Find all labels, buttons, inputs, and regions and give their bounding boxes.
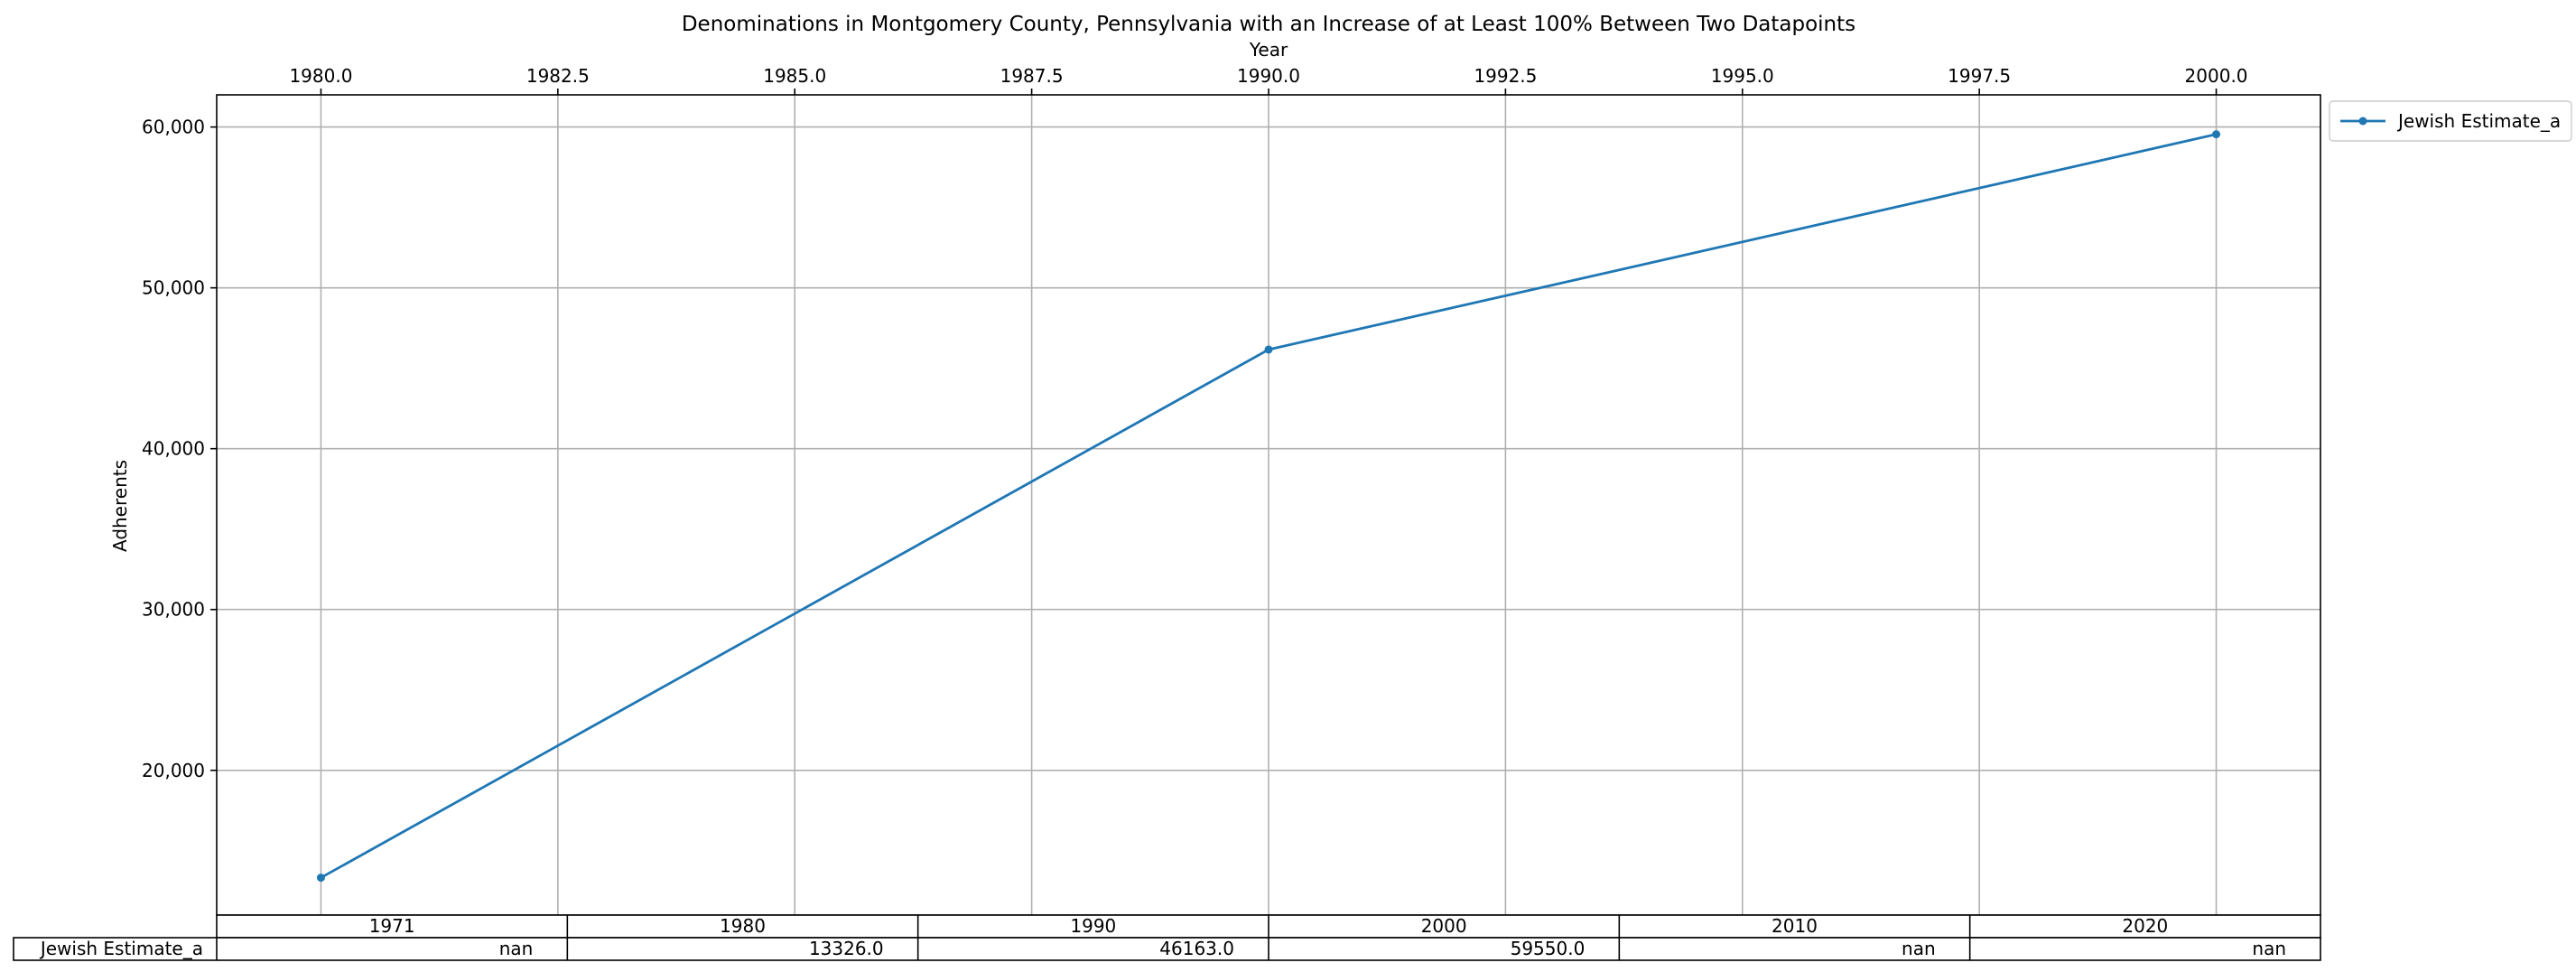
y-tick-label: 40,000 (142, 438, 205, 460)
x-tick-label: 1995.0 (1711, 65, 1774, 87)
series-layer (316, 130, 2221, 883)
y-tick-label: 50,000 (142, 277, 205, 299)
chart-title: Denominations in Montgomery County, Penn… (682, 13, 1855, 36)
table-column-header: 2020 (2122, 915, 2168, 937)
y-axis-label: Adherents (109, 460, 131, 552)
y-tick-label: 60,000 (142, 117, 205, 138)
legend-marker-swatch (2358, 117, 2367, 126)
data-point (2212, 130, 2221, 139)
legend-label: Jewish Estimate_a (2396, 110, 2561, 132)
data-point (316, 874, 325, 883)
x-tick-label: 1982.5 (526, 65, 590, 87)
table-cell: 46163.0 (1159, 938, 1234, 959)
legend: Jewish Estimate_a (2329, 100, 2572, 142)
table-column-header: 1980 (720, 915, 766, 937)
x-tick-label: 1997.5 (1948, 65, 2011, 87)
table-cell: 13326.0 (809, 938, 884, 959)
table-row-label: Jewish Estimate_a (39, 938, 203, 959)
table-cell: nan (499, 938, 534, 959)
x-tick-label: 2000.0 (2185, 65, 2248, 87)
y-tick-label: 30,000 (142, 599, 205, 621)
data-point (1264, 345, 1273, 354)
y-tick-label: 20,000 (142, 760, 205, 781)
axes-layer: 1980.0 1982.5 1985.0 1987.5 1990.0 1992.5 1995… (142, 65, 2321, 916)
legend-box (2329, 100, 2572, 142)
x-tick-label: 1992.5 (1474, 65, 1537, 87)
data-table: 1971 1980 1990 2000 2010 2020 Jewish Estimate_… (13, 914, 2321, 961)
table-column-header: 1990 (1070, 915, 1116, 937)
table-cell: nan (1902, 938, 1936, 959)
table-column-header: 2000 (1421, 915, 1467, 937)
table-column-header: 1971 (369, 915, 415, 937)
table-cell: nan (2252, 938, 2286, 959)
table-cell: 59550.0 (1511, 938, 1586, 959)
x-tick-label: 1990.0 (1237, 65, 1300, 87)
grid-layer (217, 95, 2320, 915)
x-tick-label: 1987.5 (1000, 65, 1064, 87)
table-data-row-frame (13, 937, 2321, 961)
table-column-header: 2010 (1772, 915, 1818, 937)
x-tick-label: 1980.0 (289, 65, 352, 87)
x-tick-label: 1985.0 (763, 65, 826, 87)
x-axis-label: Year (1249, 39, 1288, 61)
